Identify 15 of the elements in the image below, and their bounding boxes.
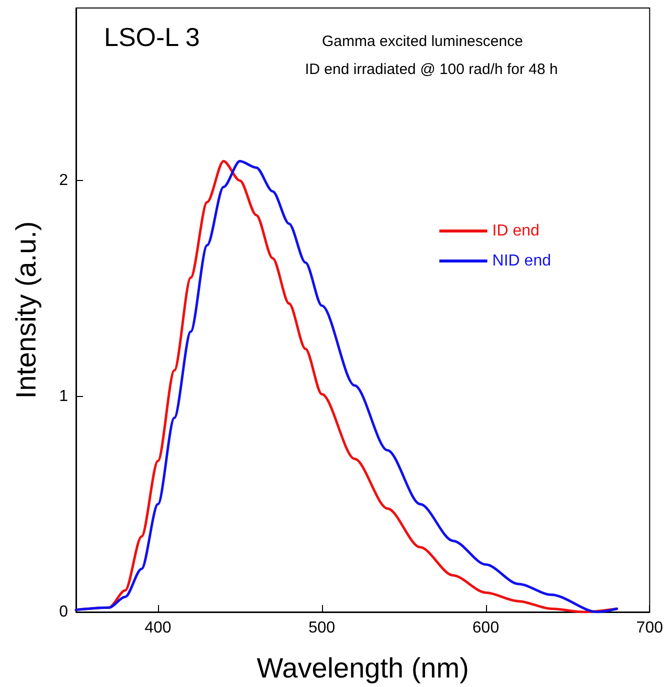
- y-tick-label: 1: [59, 388, 68, 405]
- x-tick-label: 500: [308, 620, 336, 636]
- x-tick-label: 700: [636, 620, 664, 636]
- x-axis-title: Wavelength (nm): [256, 652, 469, 684]
- legend-label: ID end: [492, 222, 540, 240]
- y-tick-label: 0: [59, 604, 68, 620]
- x-tick-label: 400: [144, 620, 172, 636]
- text: LSO-L 3: [104, 22, 200, 52]
- y-axis-title: Intensity (a.u.): [10, 221, 42, 399]
- text: Gamma excited luminescence: [322, 33, 523, 50]
- x-tick-label: 600: [472, 620, 500, 636]
- y-tick-label: 2: [59, 172, 68, 190]
- legend-label: NID end: [492, 252, 552, 270]
- line-series: [74, 160, 618, 614]
- annotation: ID end irradiated @ 100 rad/h for 48 h: [305, 61, 558, 78]
